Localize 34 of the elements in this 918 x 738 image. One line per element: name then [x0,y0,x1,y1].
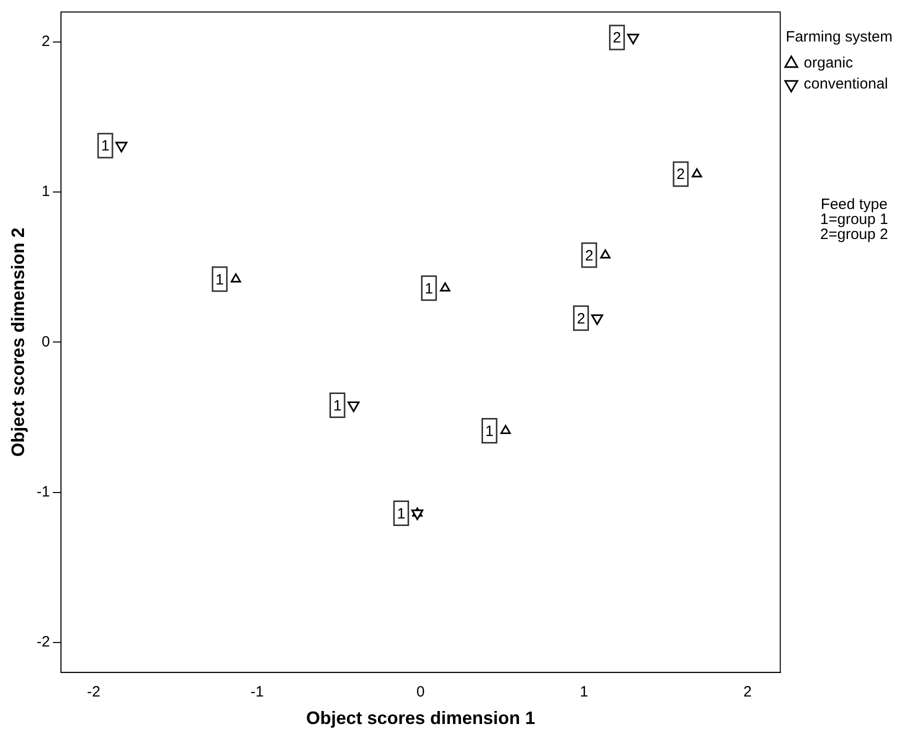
y-axis-title: Object scores dimension 2 [8,228,28,457]
y-tick-label: -1 [36,483,50,500]
annotation: 1 [396,505,406,522]
text: 1=group 1 [820,211,888,228]
point [230,273,241,282]
point [600,249,610,258]
x-tick-label: -1 [250,684,264,701]
annotation: 1 [333,397,342,414]
y-tick-label: 1 [42,183,50,200]
legend-label: conventional [804,76,888,93]
y-tick-label: -2 [36,634,50,651]
point [115,142,128,152]
y-tick-label: 2 [42,33,50,50]
text: 2=group 2 [820,226,888,244]
annotation: 1 [485,422,494,440]
x-tick-label: -2 [86,684,100,701]
point [440,282,450,292]
annotation: 2 [612,30,622,47]
y-tick-label: 0 [42,333,50,350]
point [627,34,640,44]
x-axis-title: Object scores dimension 1 [306,708,536,728]
annotation: 2 [585,247,594,264]
annotation: 1 [424,280,434,298]
annotation: 2 [676,166,685,184]
x-tick-label: 1 [580,684,588,701]
annotation: 2 [576,310,586,328]
annotation: 1 [101,138,110,155]
point [500,424,511,434]
legend-title: Farming system [786,28,892,46]
x-tick-label: 0 [416,684,425,701]
text: Feed type [820,196,888,214]
legend-label: organic [804,54,854,72]
annotation: 1 [216,271,224,288]
x-tick-label: 2 [743,684,752,701]
